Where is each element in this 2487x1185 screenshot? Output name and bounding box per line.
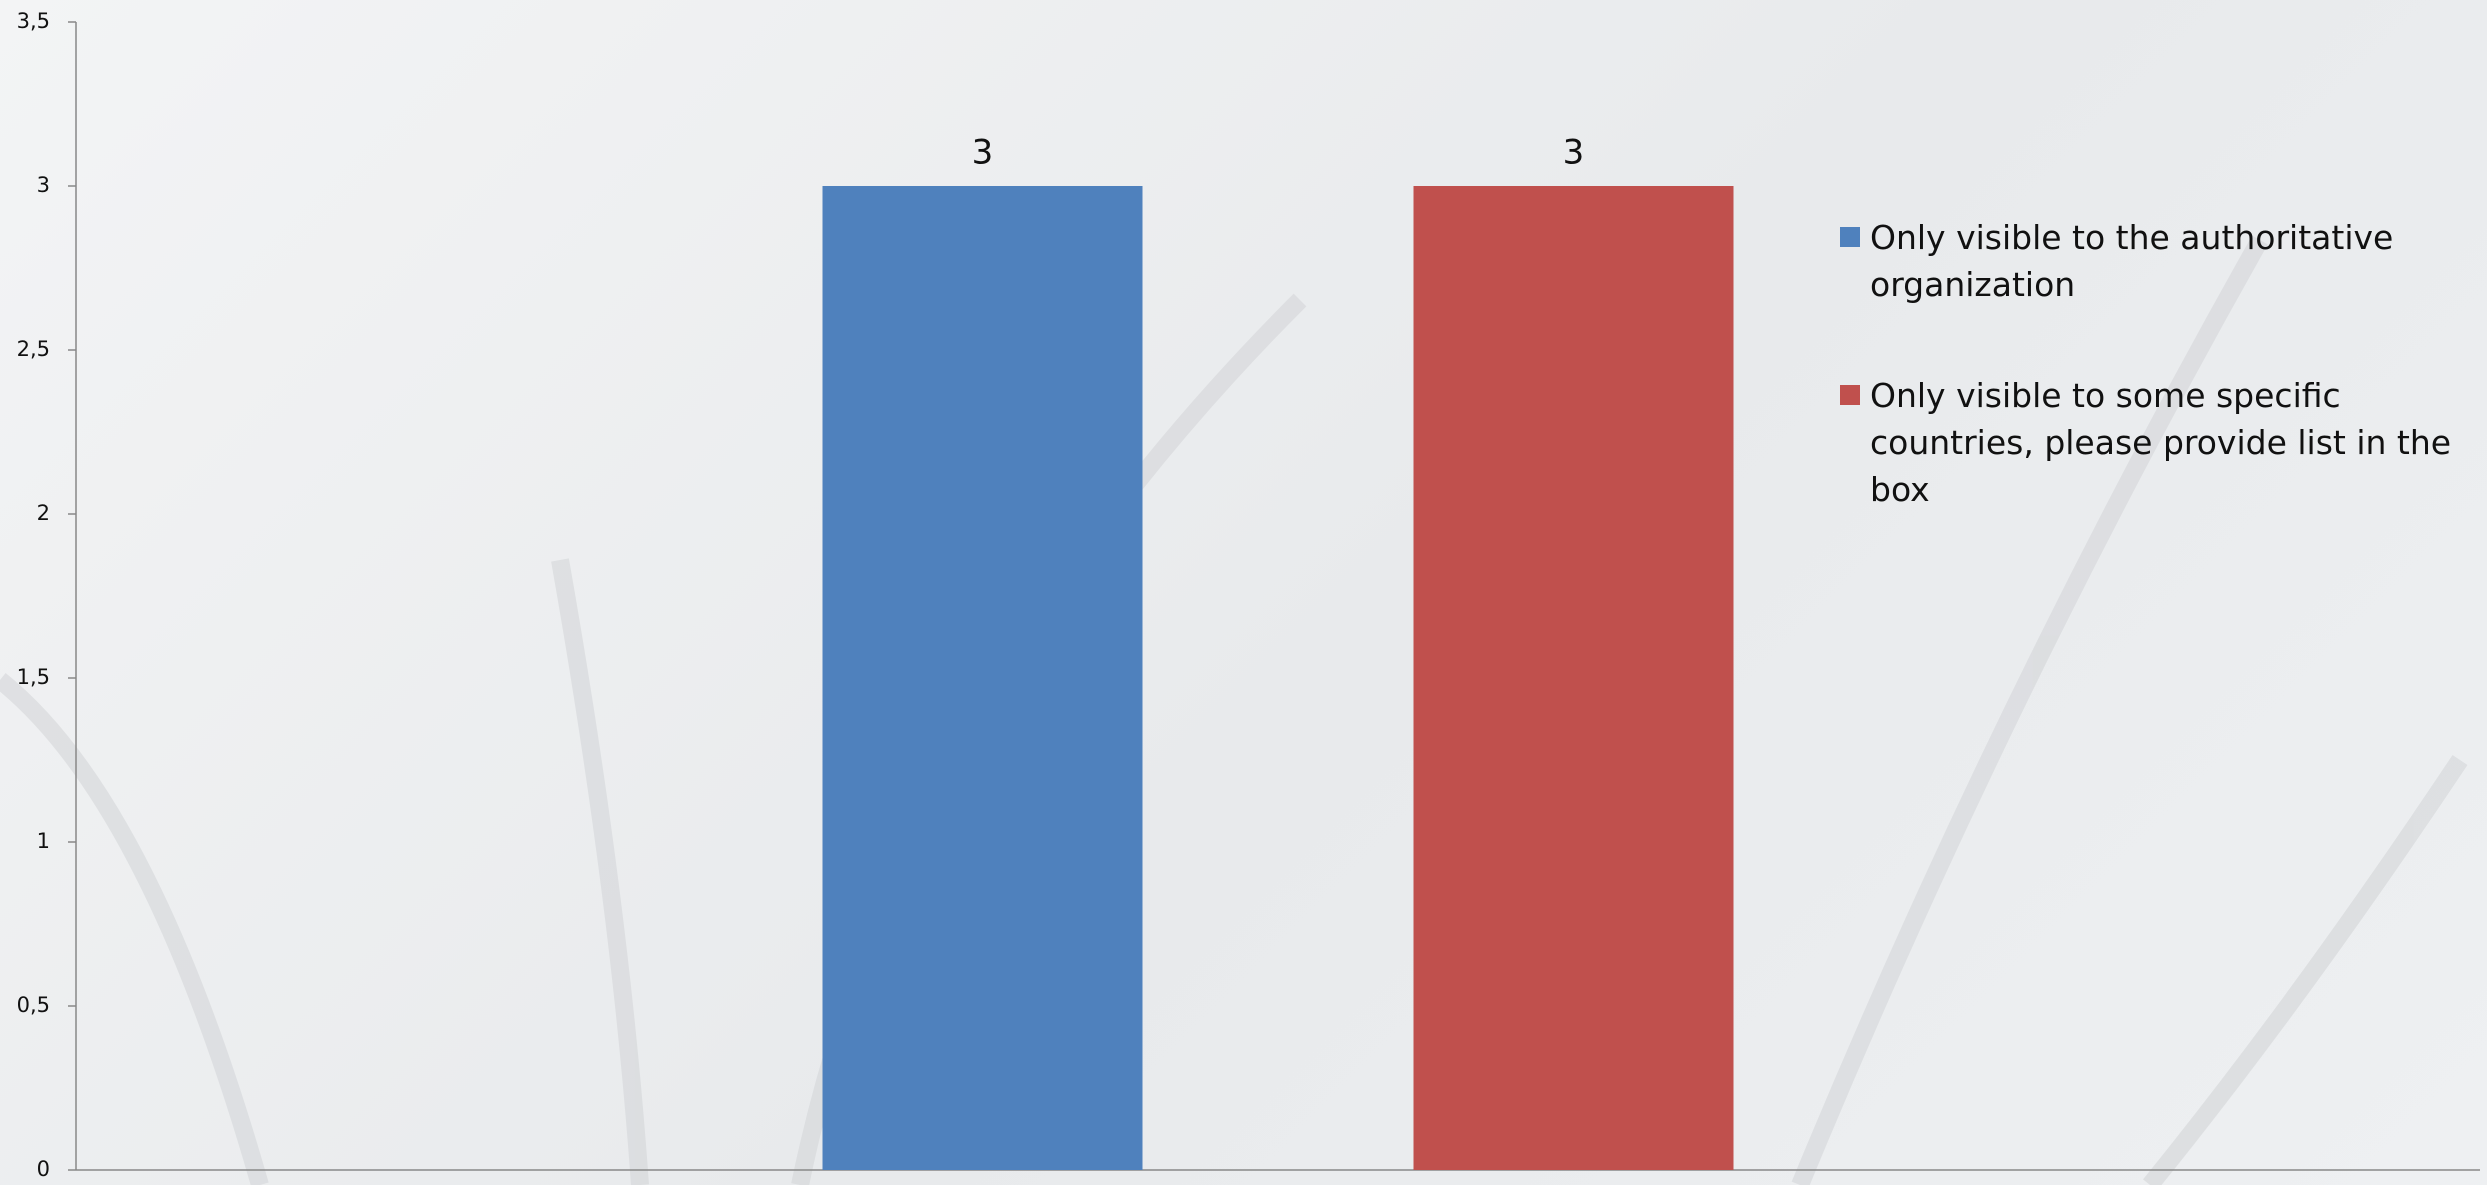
bar [822, 186, 1143, 1170]
data-label: 3 [972, 133, 994, 173]
y-tick-label: 1 [37, 829, 50, 853]
y-tick-label: 3,5 [17, 9, 50, 33]
y-tick-label: 1,5 [17, 665, 50, 689]
legend-label: Only visible to some specific countries,… [1870, 376, 2452, 509]
legend-entry: Only visible to the authoritative organi… [1840, 214, 2480, 308]
y-tick-label: 3 [37, 173, 50, 197]
legend: Only visible to the authoritative organi… [1840, 214, 2480, 577]
legend-swatch [1840, 385, 1860, 405]
bar [1413, 186, 1734, 1170]
y-tick-label: 2,5 [17, 337, 50, 361]
y-tick-label: 0,5 [17, 993, 50, 1017]
legend-entry: Only visible to some specific countries,… [1840, 372, 2480, 513]
y-tick-label: 0 [37, 1157, 50, 1181]
data-label: 3 [1563, 133, 1585, 173]
legend-swatch [1840, 227, 1860, 247]
legend-label: Only visible to the authoritative organi… [1870, 218, 2394, 304]
y-tick-label: 2 [37, 501, 50, 525]
